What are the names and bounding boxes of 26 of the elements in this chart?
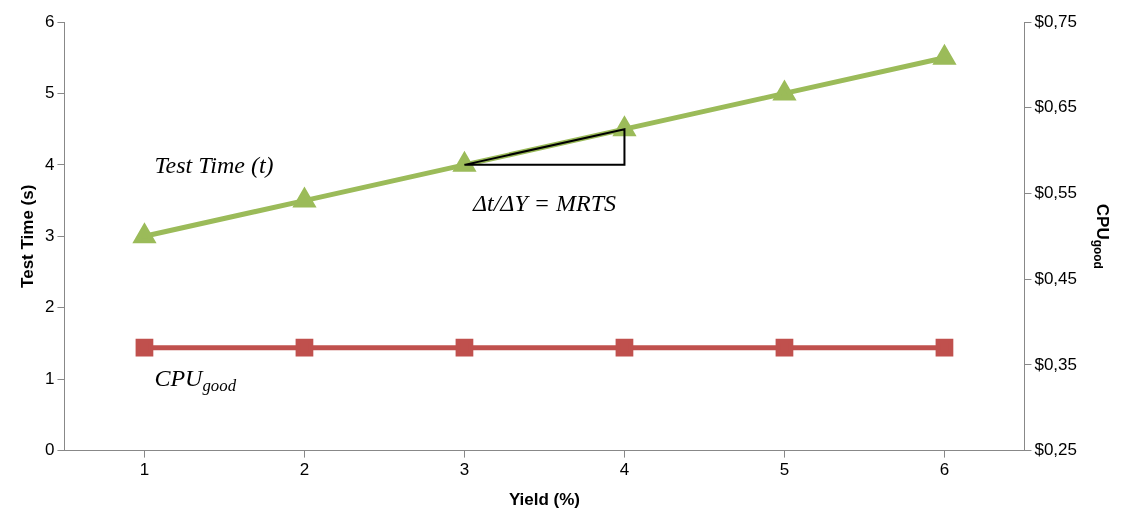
x-tick-label: 4 — [619, 460, 630, 480]
y-axis-title: Test Time (s) — [17, 184, 37, 288]
x-tick-label: 1 — [139, 460, 150, 480]
y-tick-label: 6 — [44, 11, 55, 31]
y-tick-label: 3 — [44, 225, 55, 245]
y-tick-label: 2 — [44, 297, 55, 317]
y-tick-label: 5 — [44, 83, 55, 103]
y-tick-label: 0 — [44, 440, 55, 460]
annotation: Δt/ΔY = MRTS — [471, 190, 616, 217]
x-tick-label: 5 — [779, 460, 790, 480]
y2-tick-label: $0,75 — [1034, 11, 1078, 31]
series-label: Test Time (t) — [154, 151, 274, 178]
point — [132, 222, 157, 244]
x-tick-label: 2 — [299, 460, 310, 480]
x-tick-label: 6 — [939, 460, 950, 480]
y2-tick-label: $0,25 — [1034, 440, 1078, 460]
x-tick-label: 3 — [459, 460, 470, 480]
y-tick-label: 4 — [44, 154, 55, 174]
x-axis-title: Yield (%) — [508, 489, 581, 509]
y-tick-label: 1 — [44, 368, 55, 388]
y2-tick-label: $0,35 — [1034, 354, 1078, 374]
y2-tick-label: $0,55 — [1034, 183, 1078, 203]
y2-tick-label: $0,45 — [1034, 268, 1078, 288]
y2-tick-label: $0,65 — [1034, 97, 1078, 117]
point — [772, 79, 797, 101]
y2-axis-title: CPUgood — [1090, 203, 1113, 269]
